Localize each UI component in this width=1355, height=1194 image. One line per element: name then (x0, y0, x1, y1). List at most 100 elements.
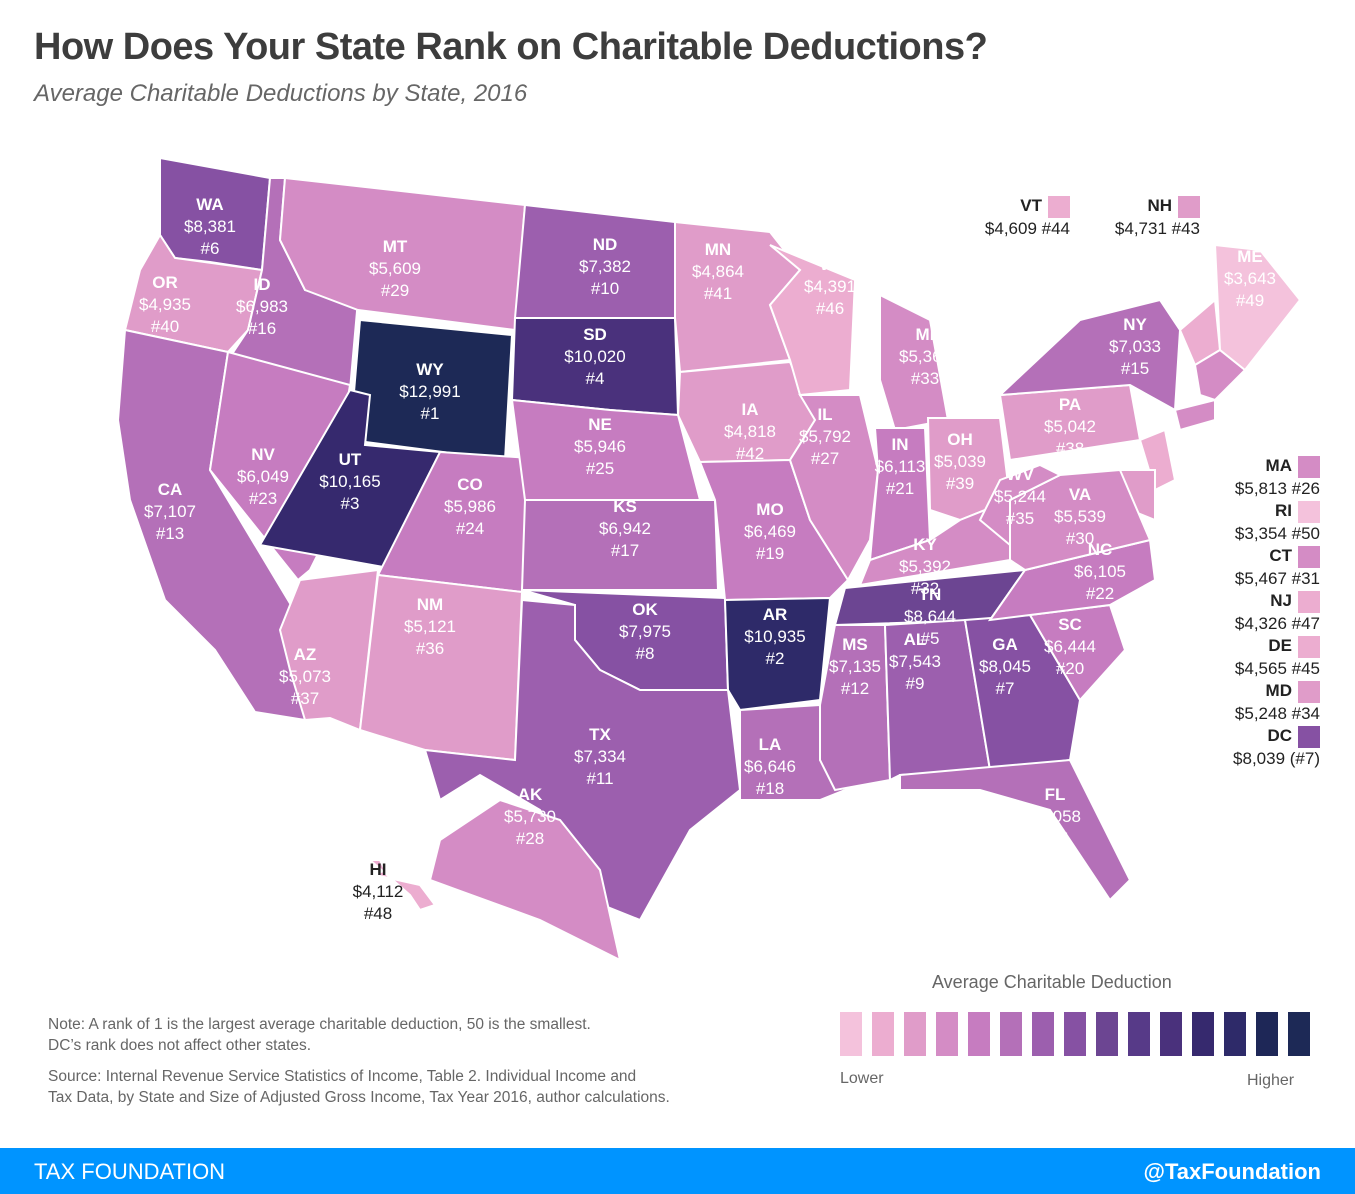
side-state-value: $3,354 #50 (1234, 523, 1320, 543)
state-label-nv-rank: #23 (249, 489, 277, 508)
note-line-2: DC’s rank does not affect other states. (48, 1037, 312, 1054)
state-label-fl-value: $7,058 (1029, 807, 1081, 826)
side-state-nj[interactable]: NJ $4,326 #47 (1200, 590, 1320, 635)
legend-swatch (872, 1012, 894, 1056)
state-label-ak-rank: #28 (516, 829, 544, 848)
color-swatch (1298, 500, 1320, 523)
state-label-wi-value: $4,391 (804, 277, 856, 296)
state-label-nv-value: $6,049 (237, 467, 289, 486)
state-label-fl-rank: #14 (1041, 829, 1069, 848)
side-state-vt[interactable]: VT $4,609 #44 (950, 195, 1070, 240)
footer-handle[interactable]: @TaxFoundation (1143, 1159, 1321, 1184)
state-label-wa-abbr: WA (196, 195, 223, 214)
color-swatch (1298, 680, 1320, 703)
source-line-2: Tax Data, by State and Size of Adjusted … (48, 1089, 670, 1106)
state-ak[interactable] (428, 798, 622, 962)
side-state-dc[interactable]: DC $8,039 (#7) (1200, 725, 1320, 770)
color-swatch (1048, 195, 1070, 218)
state-label-wa-rank: #6 (201, 239, 220, 258)
state-ny[interactable] (997, 298, 1182, 412)
state-label-wy-rank: #1 (421, 404, 440, 423)
state-label-az-value: $5,073 (279, 667, 331, 686)
state-wi[interactable] (768, 244, 857, 397)
state-ne[interactable] (510, 398, 702, 501)
state-label-il-abbr: IL (817, 405, 832, 424)
state-label-wy-abbr: WY (416, 360, 444, 379)
state-hi[interactable] (367, 859, 437, 912)
small-state-shape[interactable] (1173, 398, 1216, 432)
state-label-pa-abbr: PA (1059, 395, 1081, 414)
state-label-wi-abbr: WI (820, 255, 841, 274)
legend-swatch (1096, 1012, 1118, 1056)
state-label-nd-abbr: ND (593, 235, 618, 254)
state-label-tx-abbr: TX (589, 725, 611, 744)
small-state-shape[interactable] (1193, 348, 1247, 402)
state-label-ok-abbr: OK (632, 600, 658, 619)
color-swatch (1298, 455, 1320, 478)
state-label-ms-value: $7,135 (829, 657, 881, 676)
state-label-ga-value: $8,045 (979, 657, 1031, 676)
side-state-de[interactable]: DE $4,565 #45 (1200, 635, 1320, 680)
state-label-nd-value: $7,382 (579, 257, 631, 276)
legend-swatch (1224, 1012, 1246, 1056)
state-me[interactable] (1213, 243, 1302, 372)
state-label-pa-value: $5,042 (1044, 417, 1096, 436)
state-label-nv-abbr: NV (251, 445, 275, 464)
side-state-abbr: MA (1265, 456, 1292, 475)
state-label-hi-abbr: HI (370, 860, 387, 879)
state-il[interactable] (788, 394, 880, 582)
state-label-pa-rank: #38 (1056, 439, 1084, 458)
state-label-mt-abbr: MT (383, 237, 408, 256)
state-label-la-value: $6,646 (744, 757, 796, 776)
state-label-wv-value: $5,244 (994, 487, 1046, 506)
state-label-ok-rank: #8 (636, 644, 655, 663)
state-wv[interactable] (978, 463, 1063, 548)
side-state-abbr: MD (1265, 681, 1292, 700)
state-label-nc-abbr: NC (1088, 540, 1113, 559)
state-label-il-rank: #27 (811, 449, 839, 468)
side-state-ma[interactable]: MA $5,813 #26 (1200, 455, 1320, 500)
side-state-value: $5,813 #26 (1234, 478, 1320, 498)
state-fl[interactable] (899, 758, 1132, 902)
state-label-mt-rank: #29 (381, 281, 409, 300)
state-mi[interactable] (879, 293, 950, 432)
side-state-nh[interactable]: NH $4,731 #43 (1080, 195, 1200, 240)
state-label-in-rank: #21 (886, 479, 914, 498)
legend-swatch (1160, 1012, 1182, 1056)
state-label-or-rank: #40 (151, 317, 179, 336)
state-label-mo-rank: #19 (756, 544, 784, 563)
side-state-md[interactable]: MD $5,248 #34 (1200, 680, 1320, 725)
footer-bar: TAX FOUNDATION @TaxFoundation (0, 1148, 1355, 1194)
state-label-ga-rank: #7 (996, 679, 1015, 698)
side-state-value: $4,326 #47 (1234, 613, 1320, 633)
state-label-ny-rank: #15 (1121, 359, 1149, 378)
state-tx[interactable] (423, 598, 742, 922)
note-line-1: Note: A rank of 1 is the largest average… (48, 1016, 591, 1033)
side-state-value: $8,039 (#7) (1233, 748, 1320, 768)
state-or[interactable] (123, 233, 264, 354)
state-label-ne-value: $5,946 (574, 437, 626, 456)
state-label-sc-value: $6,444 (1044, 637, 1096, 656)
state-ks[interactable] (520, 499, 720, 591)
legend-low-label: Lower (840, 1070, 884, 1087)
side-state-ri[interactable]: RI $3,354 #50 (1200, 500, 1320, 545)
state-label-ia-value: $4,818 (724, 422, 776, 441)
state-label-nd-rank: #10 (591, 279, 619, 298)
state-label-or-abbr: OR (152, 273, 178, 292)
state-label-nc-rank: #22 (1086, 584, 1114, 603)
side-state-abbr: RI (1275, 501, 1292, 520)
state-label-wi-rank: #46 (816, 299, 844, 318)
state-label-ia-rank: #42 (736, 444, 764, 463)
color-swatch (1298, 725, 1320, 748)
state-label-sc-abbr: SC (1058, 615, 1082, 634)
state-label-al-value: $7,543 (889, 652, 941, 671)
page-title: How Does Your State Rank on Charitable D… (34, 26, 988, 68)
state-label-mo-value: $6,469 (744, 522, 796, 541)
side-state-ct[interactable]: CT $5,467 #31 (1200, 545, 1320, 590)
state-ar[interactable] (723, 596, 832, 712)
side-state-abbr: VT (1020, 196, 1042, 215)
side-state-abbr: DC (1267, 726, 1292, 745)
legend-swatch (936, 1012, 958, 1056)
state-label-mi-abbr: MI (916, 325, 935, 344)
state-label-me-abbr: ME (1237, 247, 1263, 266)
